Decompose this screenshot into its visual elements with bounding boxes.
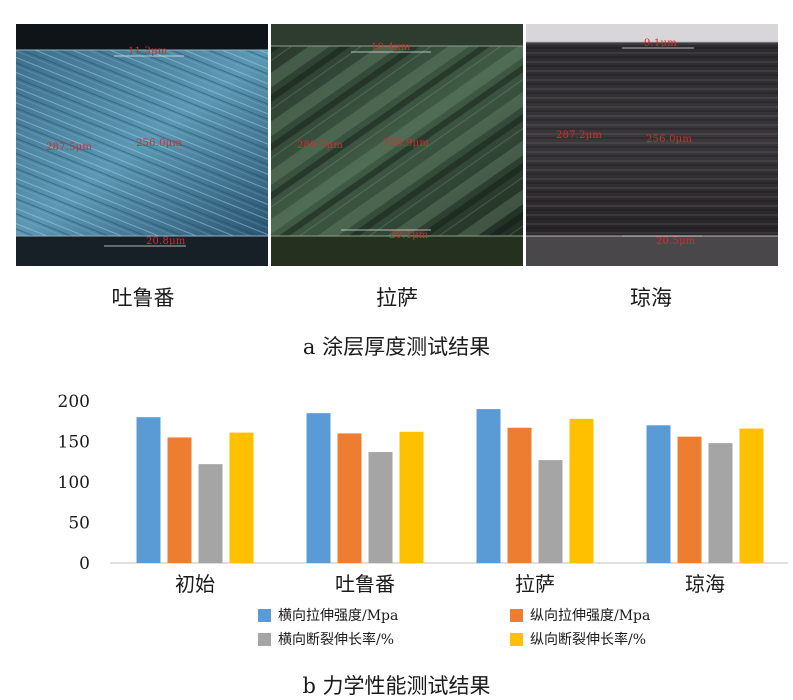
thickness-label-bottom: 20.5μm <box>656 236 696 247</box>
y-tick-label: 200 <box>58 392 90 412</box>
thickness-label-top: 10.4μm <box>371 42 411 53</box>
thickness-label-substrate: 256.0μm <box>136 138 183 149</box>
y-tick-label: 100 <box>58 473 90 493</box>
legend-item: 横向拉伸强度/Mpa <box>258 605 510 625</box>
legend-item: 纵向断裂伸长率/% <box>510 629 738 649</box>
bar <box>677 436 702 563</box>
y-tick-label: 150 <box>58 433 90 453</box>
x-category-label: 琼海 <box>685 572 725 596</box>
bar <box>739 428 764 563</box>
legend-swatch <box>258 608 271 622</box>
legend-swatch <box>510 608 523 622</box>
thickness-label-bottom: 20.8μm <box>146 236 186 247</box>
bar <box>399 431 424 563</box>
bar <box>646 425 671 563</box>
legend-item: 横向断裂伸长率/% <box>258 629 510 649</box>
thickness-label-total: 287.5μm <box>46 142 93 153</box>
x-category-label: 吐鲁番 <box>335 572 395 596</box>
caption-turpan: 吐鲁番 <box>111 286 175 310</box>
micrograph-turpan-image <box>16 24 268 266</box>
legend-label: 纵向拉伸强度/Mpa <box>530 608 651 624</box>
caption-qionghai: 琼海 <box>630 286 672 310</box>
micrograph-lhasa: 10.4μm 289.5μm 258.9μm 20.1μm <box>271 24 523 266</box>
legend-label: 横向断裂伸长率/% <box>278 632 395 648</box>
thickness-label-substrate: 256.0μm <box>646 134 693 145</box>
thickness-label-total: 287.2μm <box>556 130 603 141</box>
bar <box>569 418 594 563</box>
bar <box>538 460 563 563</box>
bar <box>708 443 733 563</box>
micrograph-qionghai-image <box>526 24 778 266</box>
bar <box>476 409 501 563</box>
legend-swatch <box>510 632 523 646</box>
micrograph-row: 11.3μm 287.5μm 256.0μm 20.8μm <box>16 24 778 266</box>
figure-b-title: b 力学性能测试结果 <box>302 674 491 698</box>
caption-lhasa: 拉萨 <box>376 286 418 310</box>
thickness-label-substrate: 258.9μm <box>383 138 430 149</box>
bar <box>507 427 532 563</box>
bar <box>337 433 362 563</box>
thickness-label-top: 9.1μm <box>644 38 677 49</box>
micrograph-lhasa-image <box>271 24 523 266</box>
chart-legend: 横向拉伸强度/Mpa 纵向拉伸强度/Mpa 横向断裂伸长率/% 纵向断裂伸长率/% <box>258 605 738 649</box>
thickness-label-top: 11.3μm <box>128 46 168 57</box>
y-tick-label: 50 <box>68 514 90 534</box>
bar <box>136 417 161 563</box>
micrograph-qionghai: 9.1μm 287.2μm 256.0μm 20.5μm <box>526 24 778 266</box>
thickness-label-total: 289.5μm <box>297 140 344 151</box>
bar <box>368 452 393 563</box>
bar <box>198 464 223 563</box>
thickness-label-bottom: 20.1μm <box>389 230 429 241</box>
legend-label: 纵向断裂伸长率/% <box>530 632 647 648</box>
y-tick-label: 0 <box>79 554 90 574</box>
mechanical-properties-chart: 0 50 100 150 200 初始 吐鲁番 拉萨 琼海 <box>58 392 788 596</box>
bar <box>306 413 331 563</box>
figure-a-title: a 涂层厚度测试结果 <box>302 335 491 359</box>
bar <box>167 437 192 563</box>
bar <box>229 432 254 563</box>
micrograph-captions: 吐鲁番 拉萨 琼海 <box>16 282 778 312</box>
legend-item: 纵向拉伸强度/Mpa <box>510 605 738 625</box>
legend-swatch <box>258 632 271 646</box>
micrograph-turpan: 11.3μm 287.5μm 256.0μm 20.8μm <box>16 24 268 266</box>
x-category-label: 初始 <box>175 572 215 596</box>
legend-label: 横向拉伸强度/Mpa <box>278 608 399 624</box>
x-category-label: 拉萨 <box>515 572 555 596</box>
